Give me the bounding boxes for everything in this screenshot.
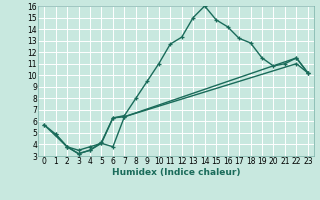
X-axis label: Humidex (Indice chaleur): Humidex (Indice chaleur) bbox=[112, 168, 240, 177]
